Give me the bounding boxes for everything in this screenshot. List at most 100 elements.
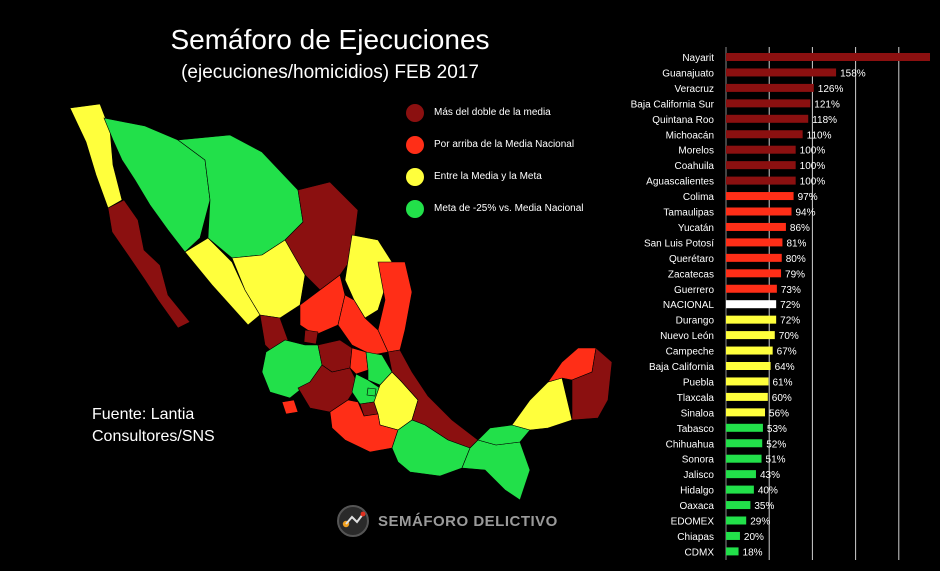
- value-label: 110%: [807, 130, 832, 141]
- bar: [726, 501, 751, 510]
- value-label: 53%: [767, 424, 787, 435]
- state-region: [107, 199, 191, 329]
- bar: [726, 222, 786, 231]
- source-line: Fuente: Lantia: [92, 406, 195, 423]
- value-label: 100%: [800, 146, 826, 157]
- value-label: 97%: [798, 192, 818, 203]
- value-label: 86%: [790, 223, 810, 234]
- value-label: 121%: [814, 99, 840, 110]
- value-label: 100%: [800, 161, 826, 172]
- source-line: Consultores/SNS: [92, 428, 215, 445]
- category-label: Nayarit: [682, 53, 714, 64]
- bar: [726, 547, 739, 556]
- bar: [726, 253, 782, 262]
- legend: Más del doble de la media Por arriba de …: [406, 100, 596, 228]
- category-label: Durango: [676, 316, 715, 327]
- value-label: 61%: [773, 377, 793, 388]
- source-note: Fuente: Lantia Consultores/SNS: [92, 404, 215, 448]
- state-region: [281, 399, 299, 415]
- category-label: Quintana Roo: [652, 115, 714, 126]
- state-region: [329, 399, 399, 453]
- value-label: 40%: [758, 486, 778, 497]
- category-label: Yucatán: [678, 223, 714, 234]
- state-region: [377, 261, 413, 353]
- state-region: [69, 103, 123, 209]
- category-label: Jalisco: [683, 470, 714, 481]
- category-label: Chihuahua: [666, 439, 715, 450]
- category-label: Michoacán: [666, 130, 714, 141]
- category-label: Hidalgo: [680, 486, 714, 497]
- category-label: Oaxaca: [680, 501, 715, 512]
- legend-swatch: [406, 104, 424, 122]
- value-label: 100%: [800, 177, 826, 188]
- value-label: 35%: [754, 501, 774, 512]
- bar: [726, 130, 803, 139]
- value-label: 70%: [779, 331, 799, 342]
- legend-swatch: [406, 136, 424, 154]
- bar: [726, 516, 747, 525]
- brand-name: SEMÁFORO DELICTIVO: [378, 512, 558, 530]
- category-label: Colima: [683, 192, 715, 203]
- category-label: Morelos: [678, 146, 714, 157]
- mexico-state-map: [69, 103, 613, 501]
- category-label: Coahuila: [675, 161, 715, 172]
- category-label: Campeche: [666, 347, 715, 358]
- category-label: Sonora: [682, 455, 715, 466]
- bar: [726, 346, 773, 355]
- state-region: [511, 377, 573, 431]
- bar: [726, 392, 768, 401]
- state-region: [366, 387, 377, 397]
- category-label: San Luis Potosí: [644, 238, 714, 249]
- category-label: Veracruz: [675, 84, 714, 95]
- bar: [726, 68, 837, 77]
- bar: [726, 145, 796, 154]
- legend-swatch: [406, 200, 424, 218]
- category-label: Querétaro: [669, 254, 714, 265]
- bar: [726, 470, 756, 479]
- category-label: Puebla: [683, 377, 715, 388]
- value-label: 56%: [769, 408, 789, 419]
- bar-chart: Nayarit310%Guanajuato158%Veracruz126%Baj…: [631, 47, 930, 560]
- state-region: [349, 347, 369, 375]
- category-label: Tlaxcala: [677, 393, 715, 404]
- bar: [726, 331, 775, 340]
- legend-label: Entre la Media y la Meta: [434, 171, 542, 182]
- category-label: Nuevo León: [660, 331, 714, 342]
- category-label: Baja California Sur: [631, 99, 715, 110]
- value-label: 67%: [777, 347, 797, 358]
- value-label: 94%: [795, 208, 815, 219]
- category-label: Guerrero: [674, 285, 714, 296]
- bar: [726, 439, 763, 448]
- value-label: 80%: [786, 254, 806, 265]
- state-region: [571, 347, 613, 421]
- value-label: 43%: [760, 470, 780, 481]
- chart-title: Semáforo de Ejecuciones: [170, 24, 490, 55]
- bar: [726, 300, 777, 309]
- value-label: 72%: [780, 300, 800, 311]
- bar: [726, 377, 769, 386]
- bar: [726, 161, 796, 170]
- bar: [726, 423, 763, 432]
- category-label: Baja California: [649, 362, 714, 373]
- value-label: 81%: [786, 238, 806, 249]
- legend-label: Meta de -25% vs. Media Nacional: [434, 203, 584, 214]
- bar: [726, 454, 762, 463]
- bar: [726, 485, 754, 494]
- category-label: Aguascalientes: [646, 177, 714, 188]
- legend-item-green: Meta de -25% vs. Media Nacional: [406, 196, 596, 222]
- value-label: 52%: [766, 439, 786, 450]
- value-label: 158%: [840, 68, 866, 79]
- value-label: 51%: [766, 455, 786, 466]
- state-region: [303, 329, 319, 345]
- bar: [726, 269, 782, 278]
- bar: [726, 531, 740, 540]
- category-label: EDOMEX: [671, 517, 715, 528]
- bar: [726, 176, 796, 185]
- bar: [726, 408, 766, 417]
- value-label: 79%: [785, 269, 805, 280]
- bar: [726, 114, 809, 123]
- bar: [726, 192, 794, 201]
- brand-logo: SEMÁFORO DELICTIVO: [336, 504, 558, 538]
- chart-subtitle: (ejecuciones/homicidios) FEB 2017: [181, 62, 479, 83]
- category-label: Zacatecas: [668, 269, 714, 280]
